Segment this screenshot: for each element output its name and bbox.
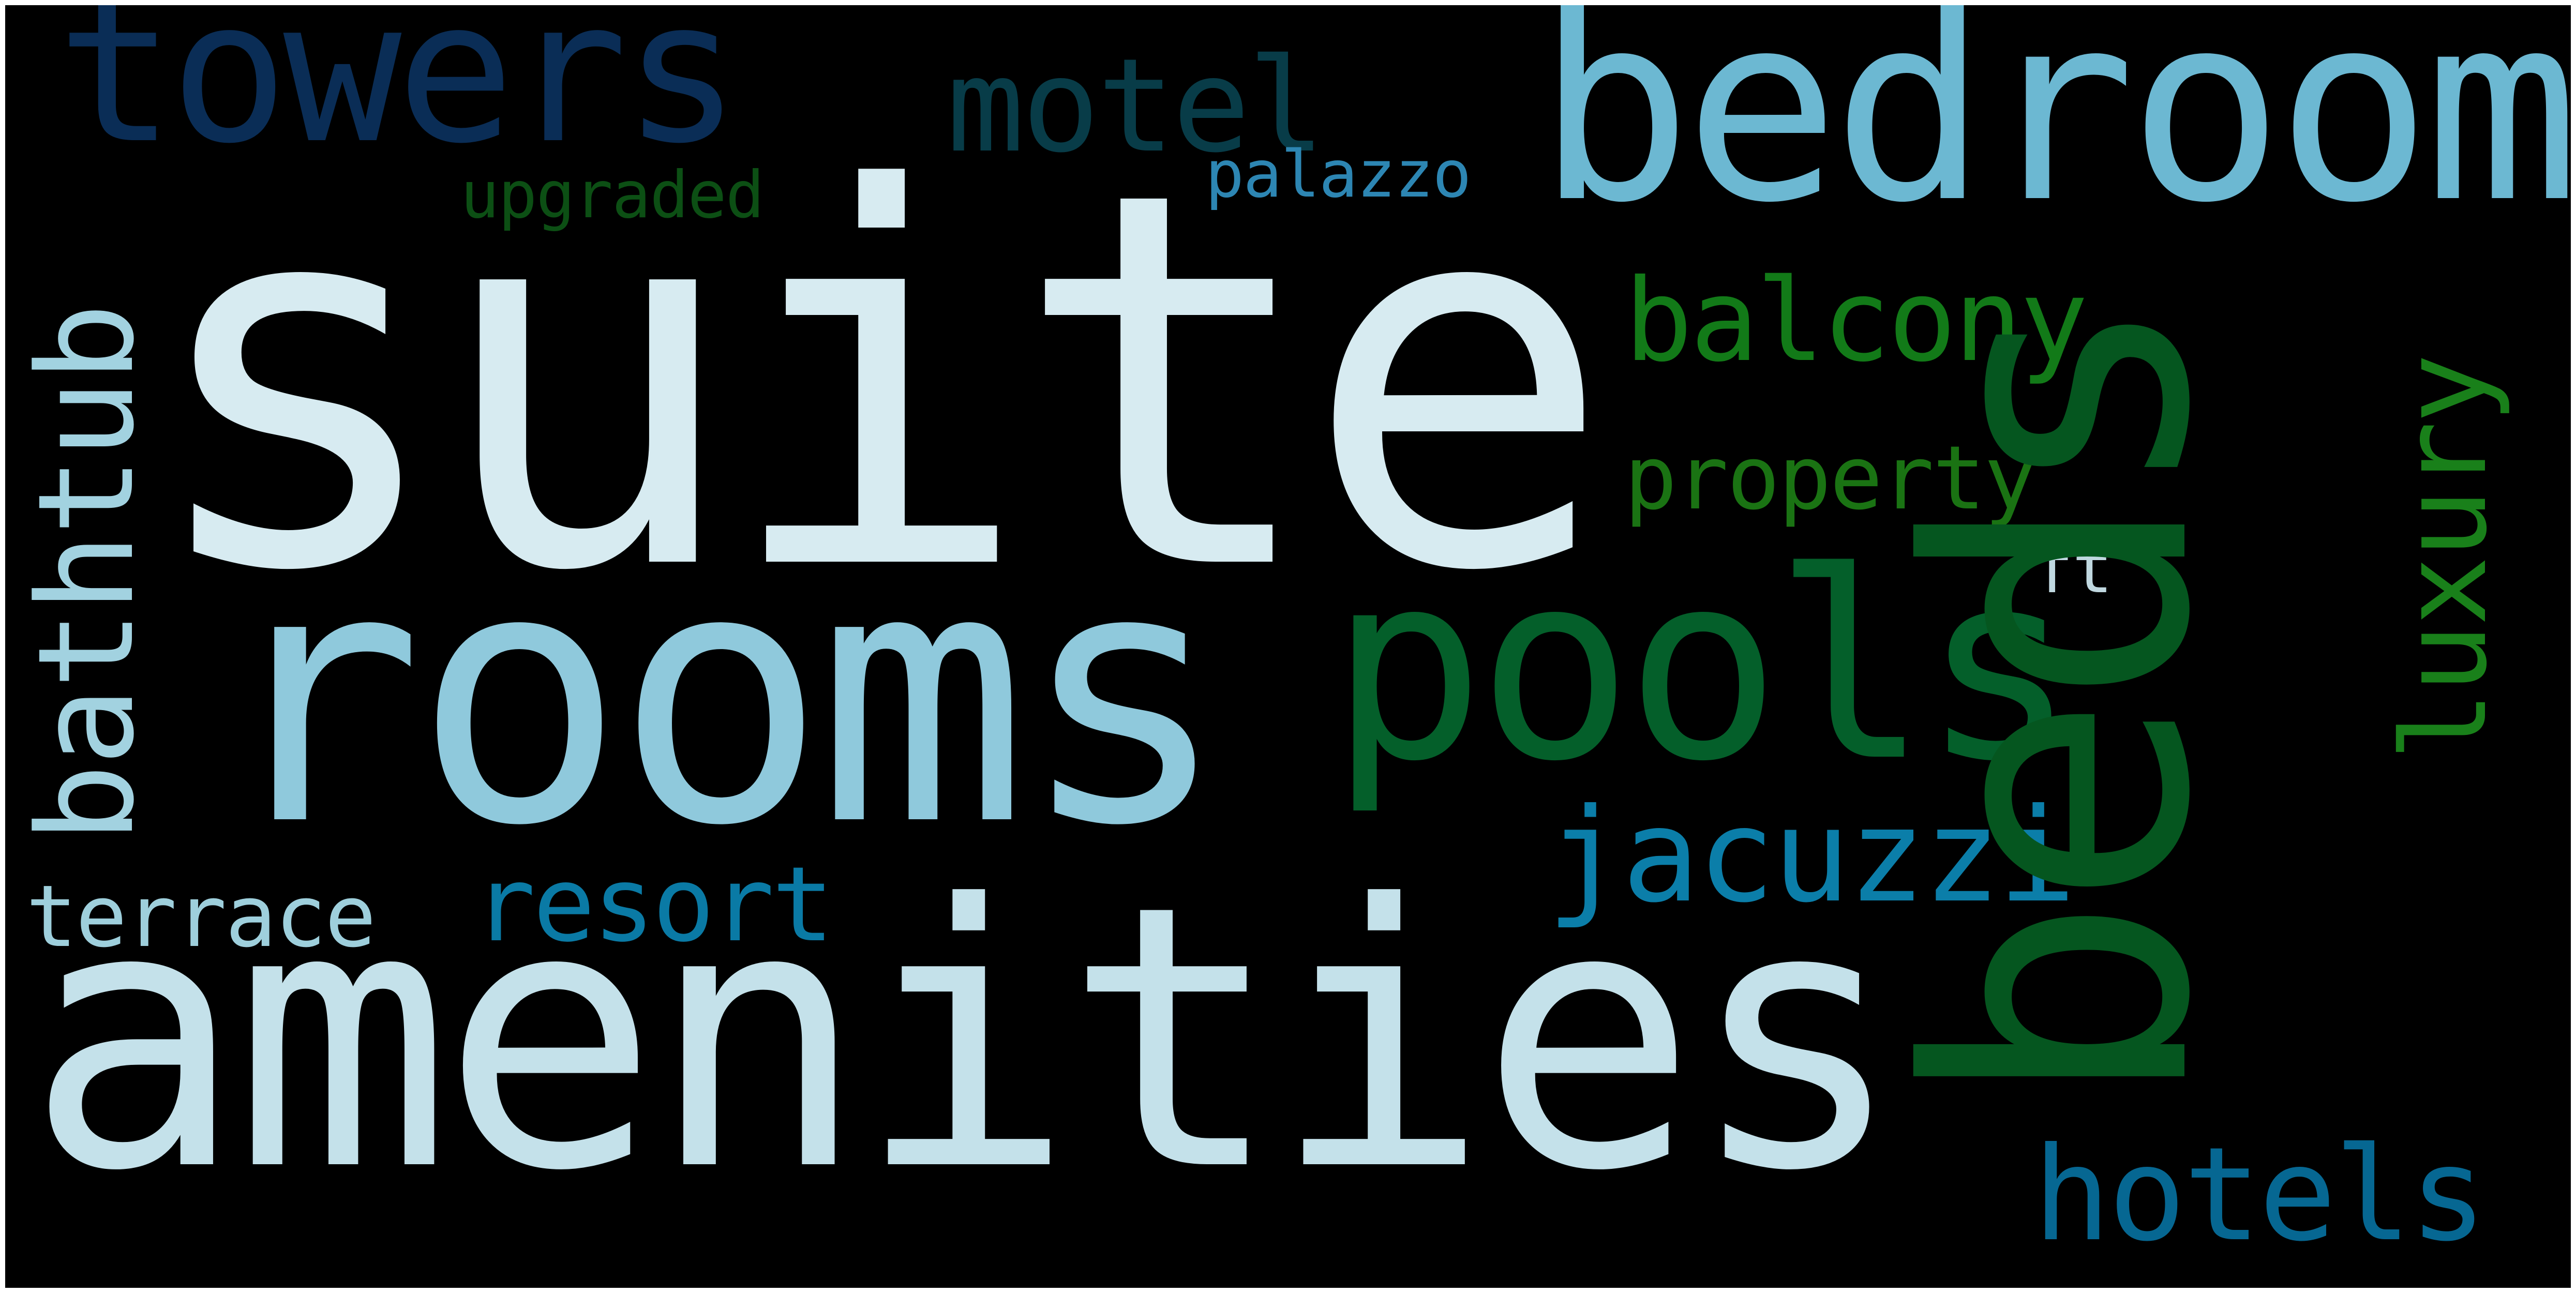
word-suite: suite [140,82,1614,684]
word-hotels: hotels [2033,1119,2487,1270]
word-towers: towers [57,5,741,187]
word-terrace: terrace [26,867,376,966]
word-pools: pools [1329,517,2077,818]
word-property: property [1624,427,2037,530]
word-balcony: balcony [1624,254,2088,387]
word-palazzo: palazzo [1205,137,1472,212]
word-amenities: amenities [26,829,1905,1250]
word-bedroom: bedroom [1536,5,2571,259]
word-resort: resort [473,845,834,965]
word-ft: ft [2033,530,2113,608]
word-upgraded: upgraded [460,158,765,233]
word-motel: motel [947,31,1326,181]
word-cloud: towers motel bedroom upgraded palazzo su… [5,5,2571,1288]
word-rooms: rooms [212,493,1230,903]
word-jacuzzi: jacuzzi [1547,780,2076,931]
word-bathtub: bathtub [10,305,163,843]
word-beds: beds [1853,302,2269,1110]
word-luxury: luxury [2377,356,2513,761]
